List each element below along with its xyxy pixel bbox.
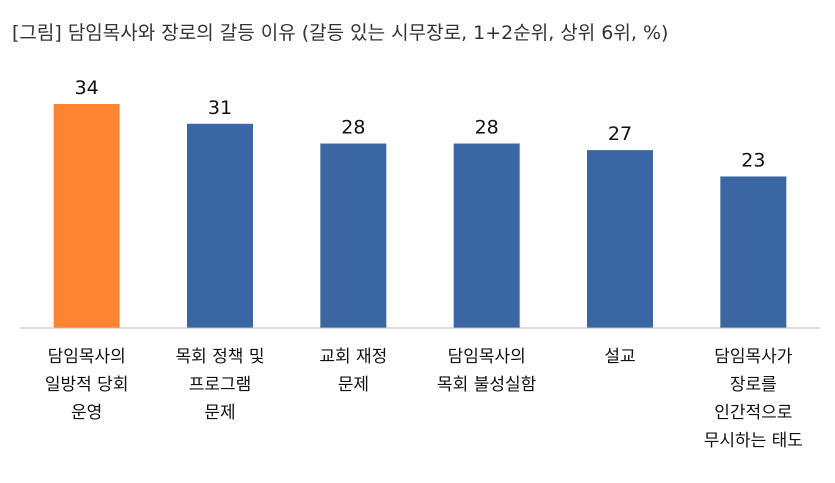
category-label-line: 담임목사의 [48,347,126,367]
bar-1 [53,104,120,328]
bar-2 [187,123,253,328]
category-label-line: 담임목사가 [714,347,793,367]
value-label-6: 23 [741,149,765,171]
category-label-line: 설교 [604,347,635,367]
category-label-line: 목회 불성실함 [437,375,537,395]
category-label-line: 프로그램 [189,375,252,395]
value-label-5: 27 [608,123,632,145]
category-label-line: 인간적으로 [714,403,792,423]
category-label-line: 장로를 [730,375,777,395]
category-label-line: 목회 정책 및 [175,347,264,367]
bar-4 [453,143,520,328]
category-label-line: 담임목사의 [448,347,526,367]
value-label-3: 28 [341,117,365,139]
bars-group [53,104,787,328]
value-label-2: 31 [208,97,232,119]
chart-title: [그림] 담임목사와 장로의 갈등 이유 (갈등 있는 시무장로, 1+2순위,… [12,22,669,44]
bar-3 [320,143,387,328]
value-label-1: 34 [75,77,99,99]
category-label-line: 일방적 당회 [45,375,129,395]
category-label-line: 무시하는 태도 [704,431,803,451]
value-label-4: 28 [475,117,499,139]
bar-6 [720,176,787,328]
category-label-5: 설교 [604,347,635,367]
category-label-line: 교회 재정 [319,347,387,367]
bar-5 [587,150,653,328]
value-labels-group: 34 31 28 28 27 23 [75,77,766,171]
category-label-line: 운영 [71,403,102,423]
category-label-line: 문제 [204,403,235,423]
category-label-line: 문제 [338,375,369,395]
